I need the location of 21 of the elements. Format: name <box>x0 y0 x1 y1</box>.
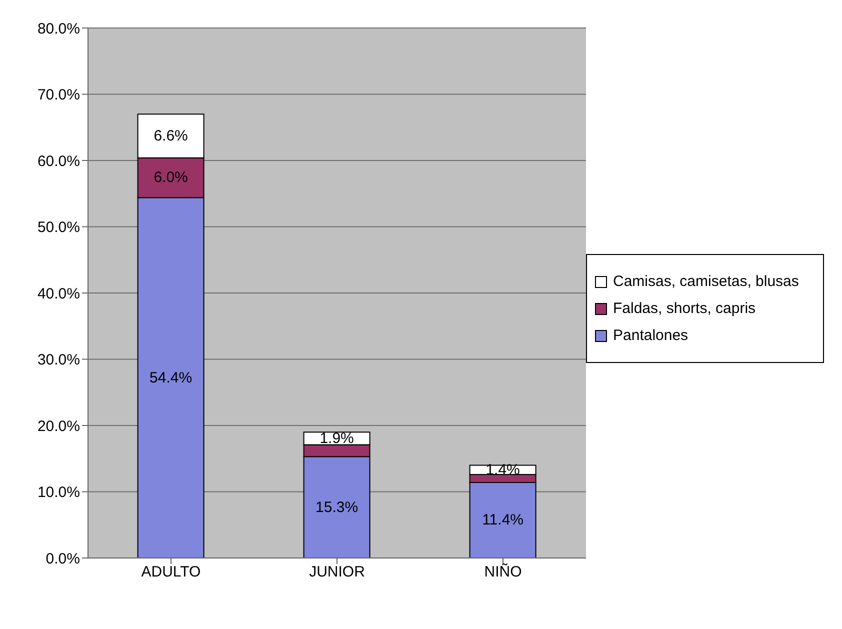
y-tick-label: 70.0% <box>37 86 80 104</box>
data-label: 54.4% <box>150 369 192 386</box>
data-label: 6.0% <box>154 169 188 186</box>
x-tick-label: JUNIOR <box>309 564 366 581</box>
legend-label: Camisas, camisetas, blusas <box>613 272 799 290</box>
y-tick-label: 60.0% <box>37 152 80 170</box>
y-tick-label: 40.0% <box>37 285 80 302</box>
data-label: 15.3% <box>316 498 358 516</box>
y-tick-label: 80.0% <box>37 20 80 38</box>
x-tick-label: NIÑO <box>484 562 522 581</box>
y-tick-label: 10.0% <box>37 484 80 502</box>
legend-label: Pantalones <box>613 326 688 344</box>
y-tick-label: 50.0% <box>37 219 80 236</box>
x-tick-label: ADULTO <box>141 564 201 581</box>
data-label: 6.6% <box>154 127 188 144</box>
y-tick-label: 0.0% <box>46 550 80 568</box>
y-tick-label: 30.0% <box>37 352 80 369</box>
data-label: 11.4% <box>482 512 524 529</box>
legend-label: Faldas, shorts, capris <box>613 300 756 316</box>
y-tick-label: 20.0% <box>37 418 80 435</box>
data-label: 1.9% <box>320 430 354 447</box>
